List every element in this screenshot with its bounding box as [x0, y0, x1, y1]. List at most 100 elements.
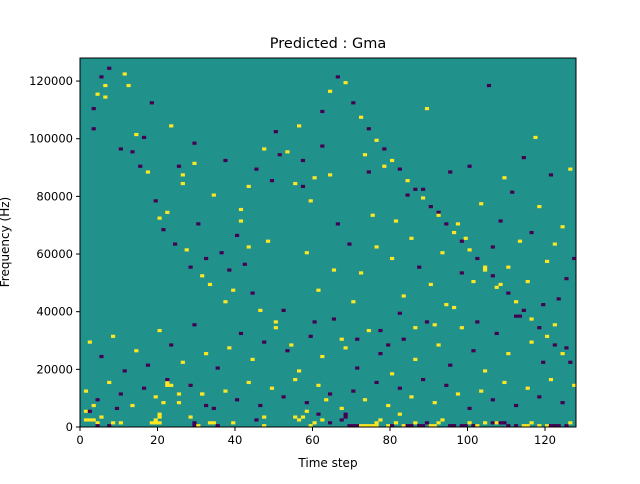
- heatmap-cell: [355, 337, 360, 341]
- heatmap-cell: [289, 343, 294, 347]
- heatmap-cell: [355, 424, 360, 428]
- heatmap-cell: [506, 352, 511, 356]
- heatmap-cell: [417, 265, 422, 269]
- heatmap-cell: [459, 239, 464, 243]
- heatmap-cell: [196, 424, 201, 428]
- heatmap-cell: [405, 424, 410, 428]
- heatmap-cell: [83, 389, 89, 393]
- x-tick-label: 100: [457, 433, 479, 447]
- heatmap-cell: [459, 326, 464, 330]
- heatmap-cell: [560, 352, 565, 356]
- heatmap-cell: [145, 363, 151, 367]
- heatmap-cell: [153, 418, 158, 422]
- x-tick-label: 120: [534, 433, 556, 447]
- heatmap-cell: [428, 205, 433, 209]
- heatmap-cell: [424, 320, 430, 324]
- heatmap-cell: [130, 403, 135, 408]
- heatmap-cell: [490, 421, 495, 425]
- heatmap-cell: [401, 424, 406, 428]
- heatmap-cell: [490, 245, 495, 249]
- y-tick-label: 100000: [29, 132, 73, 146]
- heatmap-cell: [448, 170, 453, 174]
- heatmap-cell: [111, 421, 116, 425]
- heatmap-cell: [145, 170, 151, 174]
- heatmap-cell: [312, 320, 317, 324]
- x-axis-label: Time step: [297, 456, 357, 470]
- heatmap-cell: [359, 115, 364, 119]
- heatmap-cell: [498, 421, 503, 425]
- heatmap-cell: [134, 349, 139, 353]
- heatmap-cell: [204, 256, 209, 261]
- heatmap-cell: [390, 424, 395, 428]
- heatmap-cell: [479, 389, 484, 393]
- heatmap-cell: [417, 424, 422, 428]
- heatmap-cell: [246, 184, 251, 189]
- heatmap-cell: [463, 236, 468, 240]
- heatmap-cell: [374, 421, 379, 425]
- heatmap-cell: [316, 288, 321, 292]
- heatmap-cell: [401, 337, 406, 341]
- heatmap-cell: [366, 424, 371, 428]
- heatmap-cell: [459, 424, 464, 428]
- heatmap-cell: [374, 245, 379, 249]
- y-axis-ticks: 0 20000 40000 60000 80000 100000 120000: [29, 74, 80, 434]
- heatmap-cell: [207, 421, 213, 425]
- heatmap-cell: [452, 305, 457, 310]
- heatmap-cell: [238, 219, 244, 223]
- heatmap-cell: [502, 176, 507, 180]
- heatmap-cell: [413, 187, 418, 191]
- heatmap-cell: [494, 331, 499, 336]
- heatmap-cell: [142, 386, 147, 390]
- heatmap-cell: [556, 297, 561, 301]
- heatmap-cell: [475, 320, 480, 324]
- heatmap-cell: [99, 354, 104, 359]
- heatmap-cell: [304, 251, 309, 255]
- heatmap-cell: [335, 222, 340, 226]
- heatmap-cell: [343, 415, 348, 419]
- heatmap-cell: [87, 340, 92, 344]
- heatmap-cell: [91, 403, 96, 408]
- heatmap-cell: [397, 167, 402, 171]
- heatmap-cell: [196, 222, 201, 226]
- heatmap-cell: [223, 158, 228, 163]
- heatmap-cell: [366, 328, 371, 333]
- heatmap-cell: [297, 418, 302, 422]
- heatmap-cell: [537, 326, 542, 330]
- heatmap-cell: [436, 210, 441, 214]
- heatmap-cell: [459, 271, 464, 275]
- heatmap-background: [80, 58, 576, 427]
- heatmap-cell: [545, 424, 550, 428]
- heatmap-cell: [304, 401, 309, 405]
- heatmap-cell: [285, 349, 290, 353]
- heatmap-cell: [448, 424, 453, 428]
- heatmap-cell: [552, 424, 557, 428]
- heatmap-cell: [192, 424, 197, 428]
- heatmap-cell: [355, 366, 360, 370]
- heatmap-cell: [421, 196, 426, 200]
- heatmap-cell: [169, 343, 174, 347]
- heatmap-cell: [440, 418, 445, 422]
- heatmap-cell: [343, 346, 348, 350]
- heatmap-cell: [157, 328, 162, 333]
- heatmap-cell: [347, 424, 352, 428]
- heatmap-cell: [533, 135, 538, 140]
- heatmap-cell: [246, 245, 251, 249]
- heatmap-cell: [529, 317, 534, 321]
- heatmap-cell: [95, 421, 100, 425]
- heatmap-cell: [359, 424, 364, 428]
- heatmap-cell: [192, 421, 197, 425]
- heatmap-cell: [204, 352, 209, 356]
- heatmap-cell: [552, 242, 557, 246]
- heatmap-cell: [529, 421, 534, 425]
- heatmap-cell: [413, 357, 418, 361]
- heatmap-cell: [122, 369, 127, 373]
- heatmap-cell: [421, 377, 426, 382]
- heatmap-cell: [176, 164, 182, 168]
- heatmap-cell: [130, 150, 135, 154]
- heatmap-cell: [207, 282, 213, 287]
- heatmap-cell: [370, 213, 375, 217]
- heatmap-cell: [455, 392, 461, 396]
- heatmap-cell: [436, 213, 441, 217]
- plot-area: [79, 57, 577, 428]
- heatmap-cell: [448, 363, 453, 367]
